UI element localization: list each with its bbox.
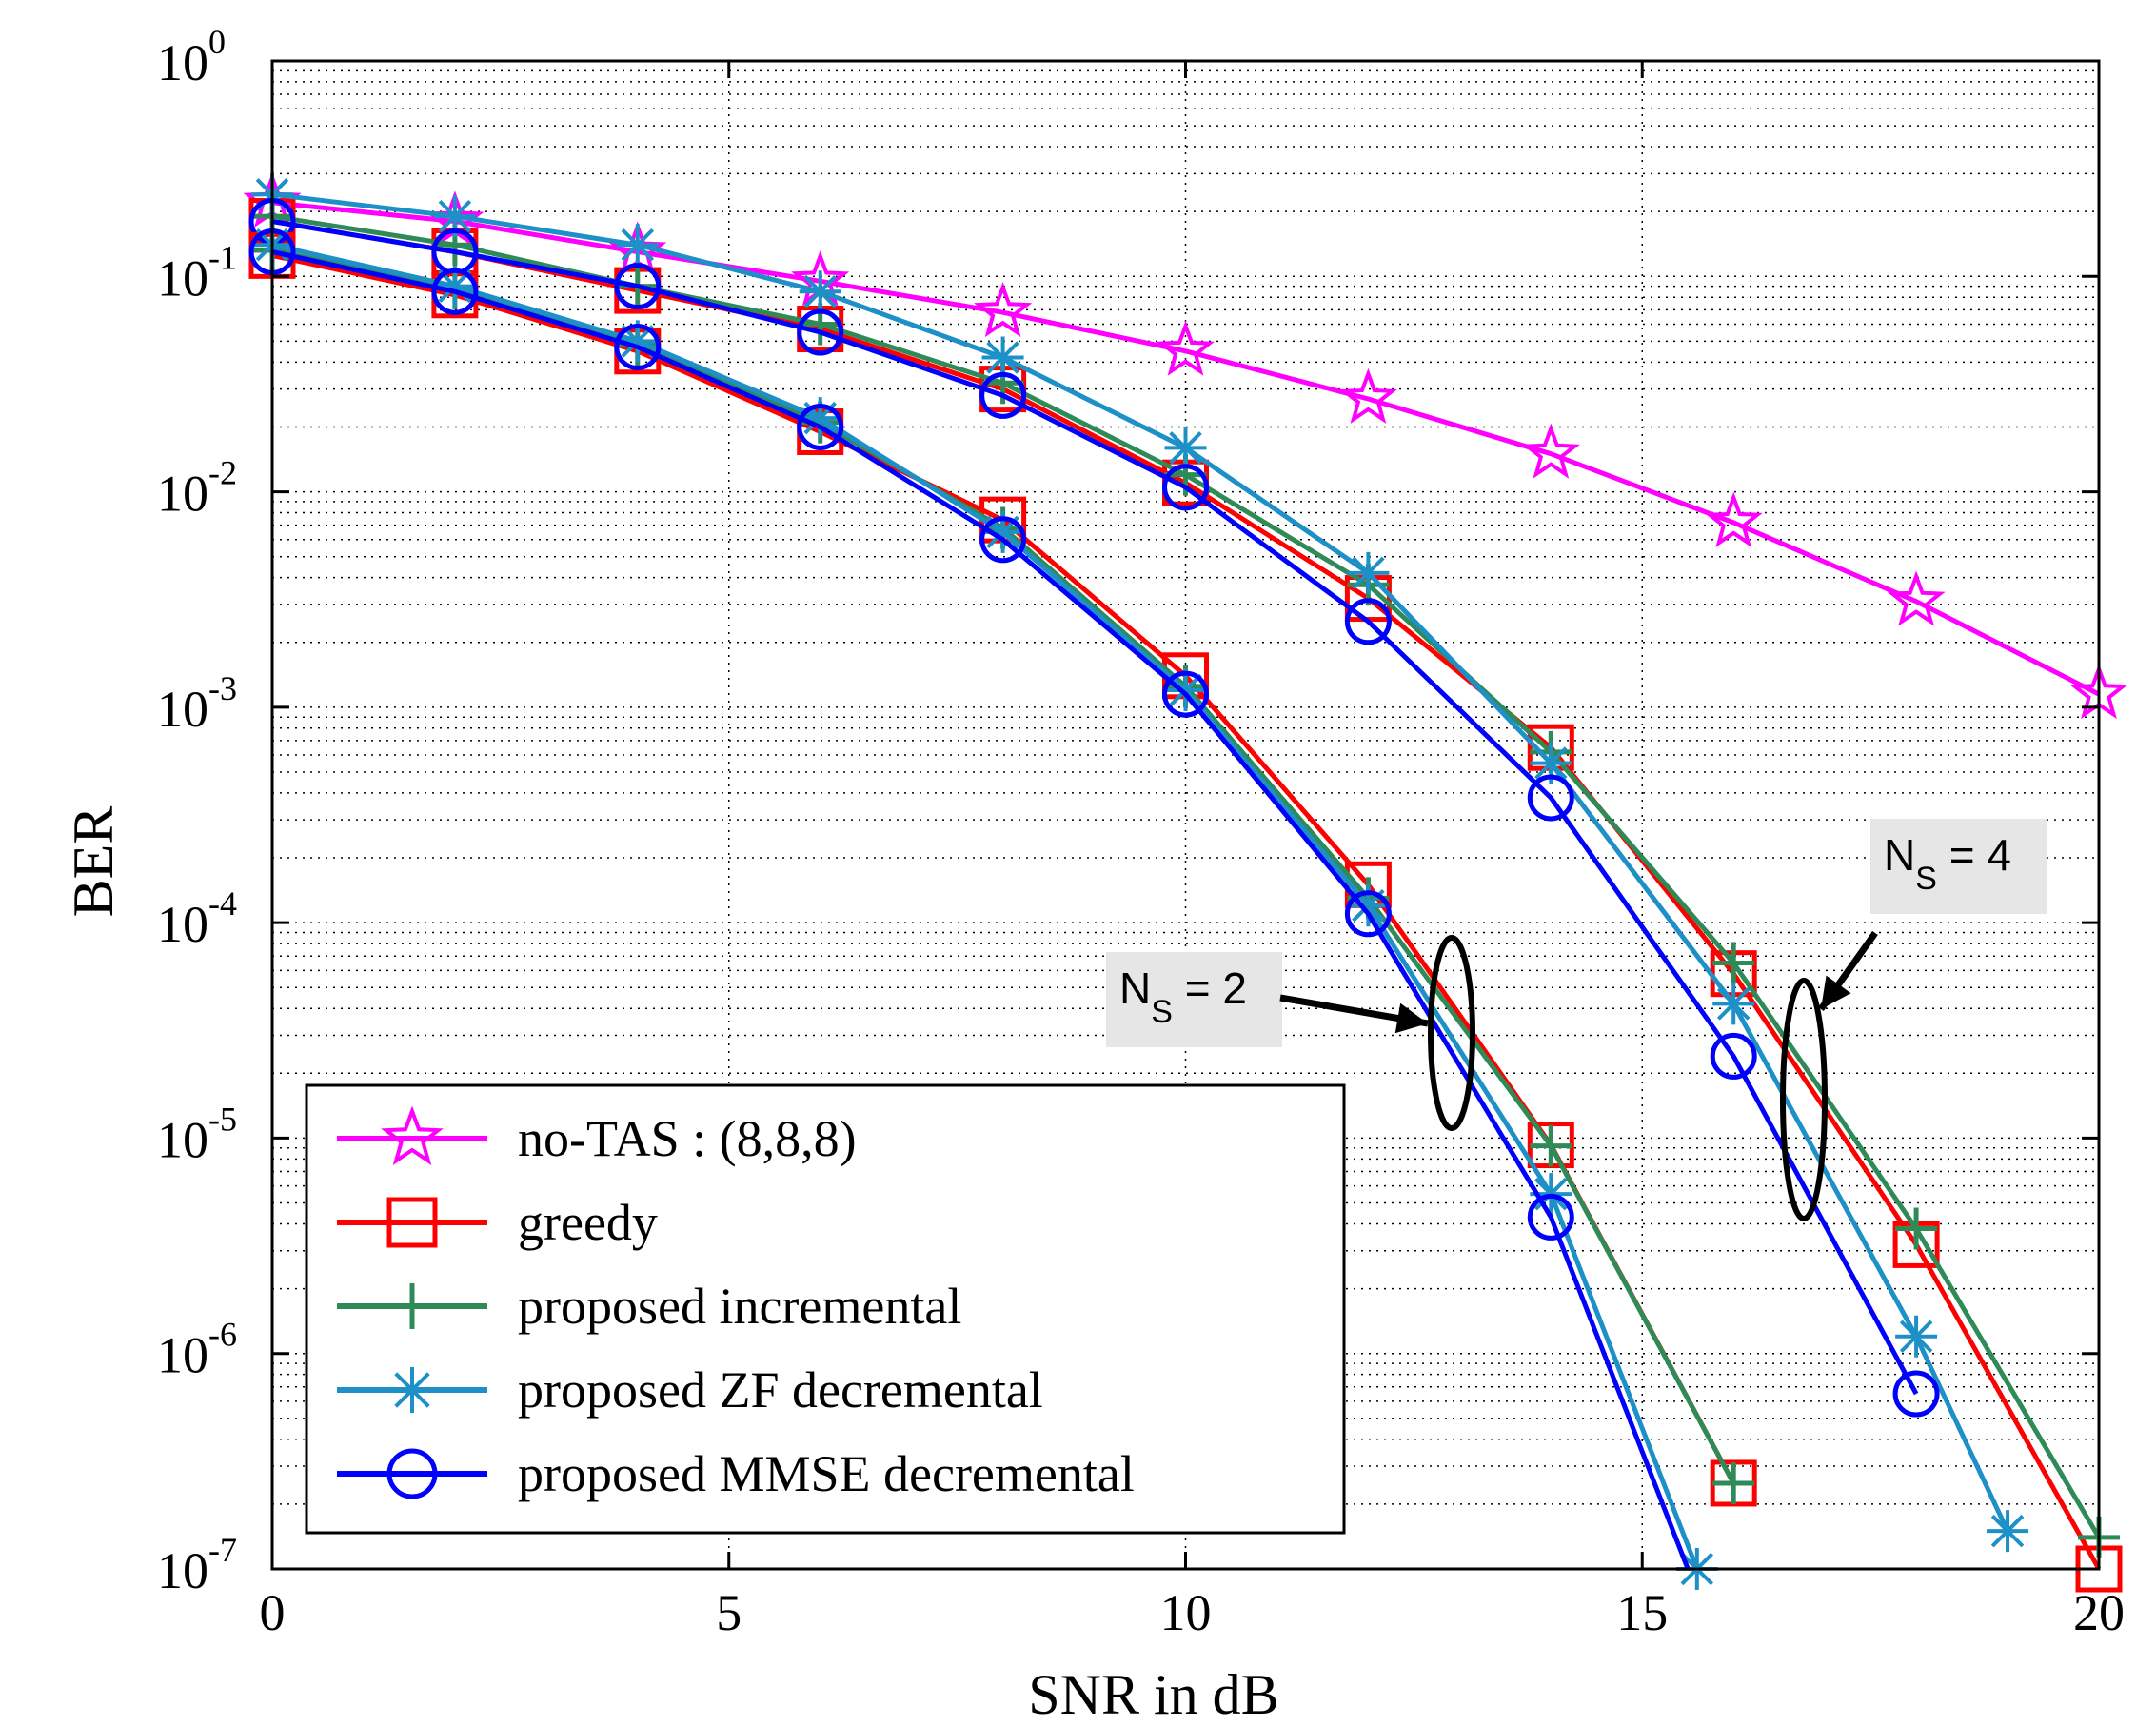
- data-point: [1164, 427, 1207, 469]
- data-point: [1156, 320, 1216, 376]
- legend-item: proposed MMSE decremental: [337, 1445, 1135, 1502]
- data-point: [1712, 983, 1755, 1025]
- legend-label: greedy: [518, 1194, 658, 1251]
- series-line: [271, 200, 2101, 697]
- data-point: [799, 270, 841, 313]
- data-point: [799, 397, 841, 440]
- y-tick-exponent: -7: [208, 1531, 237, 1569]
- x-tick-label: 15: [1616, 1584, 1668, 1641]
- asterisk-marker: [389, 1367, 435, 1413]
- data-point: [981, 336, 1024, 379]
- y-tick-label: 10-1: [157, 238, 237, 307]
- legend-label: proposed MMSE decremental: [518, 1445, 1135, 1502]
- data-point: [1527, 774, 1574, 822]
- plot-series: [243, 171, 2128, 1593]
- data-point: [979, 516, 1027, 564]
- data-point: [433, 265, 476, 308]
- annotation-ns-2: NS = 2: [1106, 935, 1475, 1131]
- data-point: [1892, 1370, 1940, 1418]
- x-tick-label: 20: [2073, 1584, 2125, 1641]
- x-tick-label: 0: [260, 1584, 286, 1641]
- annotation-ellipse: [1780, 978, 1828, 1221]
- legend-label: no-TAS : (8,8,8): [518, 1110, 857, 1167]
- star5-marker: [381, 1105, 444, 1165]
- legend-item: no-TAS : (8,8,8): [337, 1105, 857, 1167]
- y-tick-exponent: -6: [208, 1316, 237, 1354]
- arrow-head: [1821, 975, 1851, 1009]
- legend-label: proposed ZF decremental: [518, 1361, 1043, 1419]
- data-point: [797, 308, 844, 356]
- series-line: [271, 219, 1919, 1396]
- y-tick-exponent: -3: [208, 669, 237, 707]
- y-tick-exponent: -4: [208, 884, 237, 923]
- series: [251, 173, 2029, 1553]
- x-axis-label: SNR in dB: [1028, 1663, 1278, 1726]
- data-point: [431, 268, 479, 315]
- data-point: [1704, 491, 1763, 547]
- data-point: [616, 320, 659, 363]
- annotation-label: NS = 2: [1119, 963, 1247, 1030]
- data-point: [614, 263, 662, 310]
- data-point: [1521, 423, 1580, 479]
- annotations: NS = 2 NS = 4: [1106, 819, 2047, 1221]
- data-point: [614, 323, 662, 370]
- y-tick-exponent: 0: [208, 23, 226, 61]
- legend-item: greedy: [337, 1194, 658, 1251]
- data-point: [1530, 742, 1572, 784]
- data-point: [1987, 1510, 2029, 1553]
- data-point: [1712, 942, 1755, 984]
- y-tick-exponent: -2: [208, 454, 237, 492]
- data-point: [1712, 1461, 1755, 1504]
- data-point: [433, 195, 476, 238]
- annotation-box: [1870, 819, 2047, 914]
- circle-marker: [386, 1448, 438, 1499]
- series-line: [271, 249, 1691, 1570]
- data-point: [1162, 670, 1209, 718]
- legend: no-TAS : (8,8,8) greedy proposed increment…: [305, 1083, 1346, 1535]
- data-point: [1164, 668, 1207, 711]
- data-point: [974, 282, 1033, 338]
- y-tick-exponent: -5: [208, 1100, 237, 1138]
- y-tick-exponent: -1: [208, 238, 237, 276]
- annotation-label: NS = 4: [1884, 830, 2011, 897]
- data-point: [1338, 367, 1397, 424]
- data-point: [1710, 1032, 1757, 1080]
- x-tick-label: 10: [1160, 1584, 1212, 1641]
- data-point: [1530, 1124, 1572, 1167]
- legend-label: proposed incremental: [518, 1278, 961, 1335]
- x-tick-label: 5: [716, 1584, 742, 1641]
- data-point: [1895, 1315, 1938, 1358]
- data-point: [797, 403, 844, 450]
- square-marker: [386, 1197, 438, 1248]
- arrow-head: [1394, 1002, 1428, 1034]
- data-point: [1162, 464, 1209, 511]
- data-point: [1344, 598, 1392, 645]
- data-point: [1527, 1193, 1574, 1241]
- data-point: [1887, 570, 1946, 626]
- data-point: [1347, 884, 1390, 927]
- plus-marker: [389, 1283, 435, 1329]
- annotation-box: [1106, 952, 1282, 1047]
- legend-item: proposed incremental: [337, 1278, 961, 1335]
- legend-item: proposed ZF decremental: [337, 1361, 1043, 1419]
- data-point: [979, 371, 1027, 419]
- annotation-ellipse: [1428, 935, 1475, 1131]
- data-point: [616, 224, 659, 267]
- data-point: [981, 510, 1024, 553]
- data-point: [1344, 890, 1392, 938]
- y-axis-label: BER: [62, 806, 125, 918]
- annotation-ns-4: NS = 4: [1780, 819, 2047, 1221]
- data-point: [1347, 551, 1390, 594]
- data-point: [1895, 1207, 1938, 1250]
